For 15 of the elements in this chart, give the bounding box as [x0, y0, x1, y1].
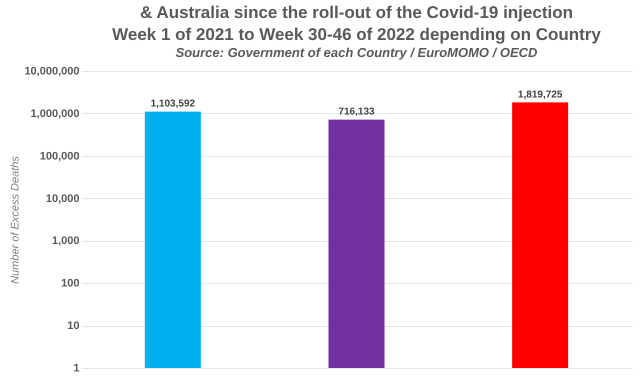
text: Week 1 of 2021 to Week 30-46 of 2022 depending on Country — [112, 25, 601, 44]
y-tick-label: 1,000 — [52, 235, 80, 248]
data-label: 1,103,592 — [150, 98, 196, 110]
data-label: 1,819,725 — [518, 89, 563, 100]
y-tick-label: 1 — [73, 362, 80, 374]
text: & Australia since the roll-out of the Covid-19 injection — [140, 3, 573, 22]
y-tick-label: 100 — [61, 278, 80, 290]
chart-subtitle: Source: Government of each Country / EuroMOMO / OECD — [176, 45, 538, 60]
y-tick-label: 10,000 — [46, 192, 80, 205]
y-tick-label: 10,000,000 — [24, 66, 80, 78]
y-tick-label: 10 — [67, 320, 80, 332]
y-tick-label: 1,000,000 — [30, 108, 80, 120]
y-tick-label: 100,000 — [40, 150, 80, 162]
data-label: 716,133 — [338, 106, 376, 118]
y-axis-title: Number of Excess Deaths — [9, 156, 22, 284]
